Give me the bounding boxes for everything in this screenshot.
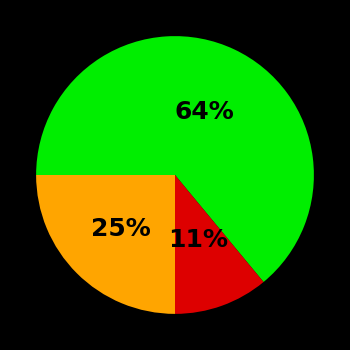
- Wedge shape: [175, 175, 264, 314]
- Text: 11%: 11%: [168, 228, 229, 252]
- Text: 25%: 25%: [91, 217, 151, 241]
- Wedge shape: [36, 175, 175, 314]
- Text: 64%: 64%: [175, 100, 235, 124]
- Wedge shape: [36, 36, 314, 282]
